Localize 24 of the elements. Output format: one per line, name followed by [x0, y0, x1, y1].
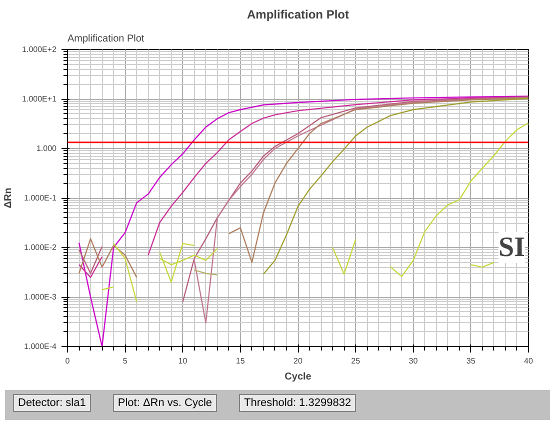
x-tick-label: 10	[178, 356, 188, 366]
x-tick-label: 15	[236, 356, 246, 366]
x-tick-label: 5	[122, 356, 128, 366]
y-tick-label: 1.000E-4	[24, 342, 58, 351]
y-tick-label: 1.000E+2	[22, 45, 58, 54]
text: Amplification Plot	[68, 34, 144, 44]
text: Threshold: 1.3299832	[239, 394, 356, 412]
chart-title: Amplification Plot	[247, 8, 350, 22]
y-tick-label: 1.000E-3	[24, 292, 58, 302]
x-tick-label: 40	[524, 356, 534, 366]
x-tick-label: 0	[65, 356, 70, 366]
y-tick-label: 1.000E-2	[24, 243, 58, 252]
x-tick-label: 35	[466, 356, 476, 366]
x-tick-label: 30	[408, 356, 418, 366]
y-axis-title: ΔRn	[3, 188, 14, 208]
y-tick-label: 1.000E+1	[22, 94, 58, 104]
x-axis-title: Cycle	[284, 372, 312, 382]
text: Plot: ΔRn vs. Cycle	[112, 394, 218, 412]
text: Detector: sla1	[13, 394, 91, 412]
y-tick-label: 1.000	[36, 144, 58, 153]
x-tick-label: 25	[351, 356, 361, 366]
annotation: SI	[498, 232, 526, 263]
x-tick-label: 20	[294, 356, 303, 366]
y-tick-label: 1.000E-1	[24, 194, 58, 202]
